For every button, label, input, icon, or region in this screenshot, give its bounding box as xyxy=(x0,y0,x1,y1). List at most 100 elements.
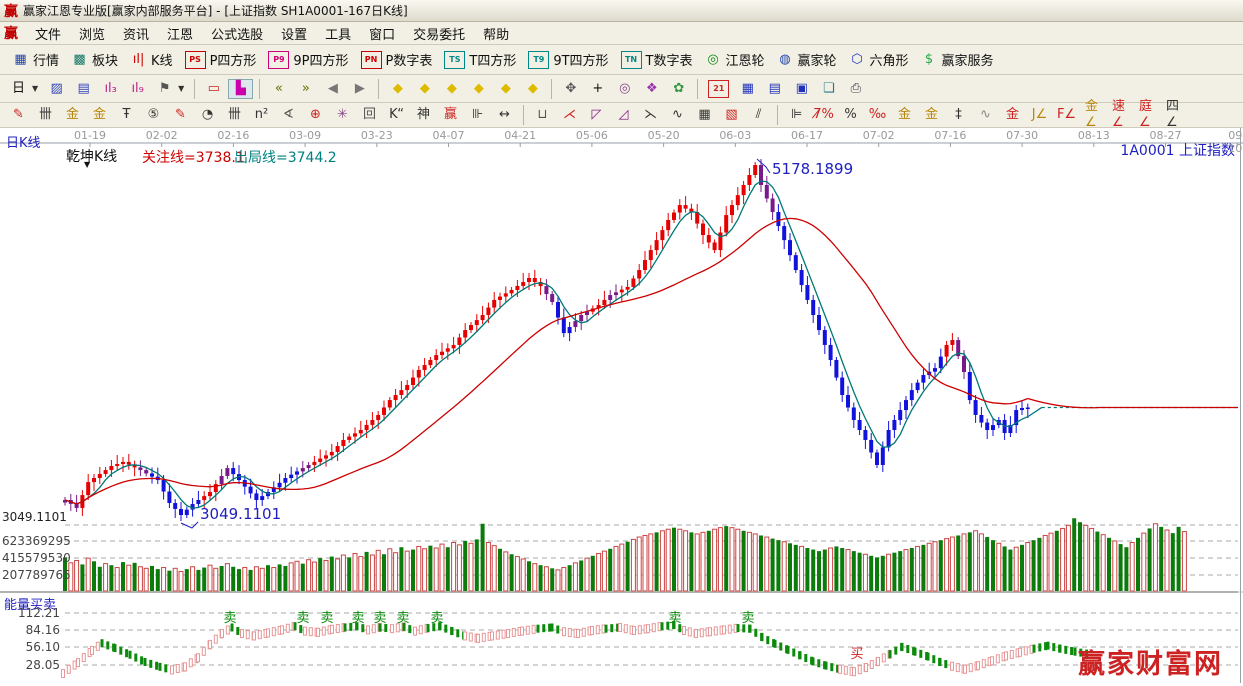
menu-item-file[interactable]: 文件 xyxy=(35,27,62,43)
toolbar-button-ting-angle[interactable]: 庭∠ xyxy=(1135,99,1160,130)
toolbar-button-calculator[interactable]: ▦ xyxy=(735,79,760,99)
toolbar-button-f-tool[interactable]: Ŧ xyxy=(114,105,139,125)
toolbar-button-gauge[interactable]: ⊫ xyxy=(784,105,809,125)
toolbar-button-grid-lines[interactable]: 卌 xyxy=(33,105,58,125)
toolbar-button-tool-purple[interactable]: ❖ xyxy=(639,79,664,99)
toolbar-button-notes[interactable]: ▤ xyxy=(762,79,787,99)
toolbar-button-wave-av[interactable]: ∿ xyxy=(973,105,998,125)
toolbar-button-kline[interactable]: ıl| K线 xyxy=(126,48,177,71)
toolbar-button-red-pencil[interactable]: ✎ xyxy=(168,105,193,125)
toolbar-button-slash-lines[interactable]: ⫽ xyxy=(746,105,771,125)
toolbar-button-gold-angle[interactable]: 金∠ xyxy=(1081,99,1106,130)
toolbar-button-fan-lines[interactable]: ⋋ xyxy=(638,105,663,125)
toolbar-button-grid-box-2[interactable]: ▧ xyxy=(719,105,744,125)
toolbar-button-diamond-tool-4[interactable]: ◆ xyxy=(466,79,491,99)
toolbar-button-net-grid[interactable]: ▨ xyxy=(44,79,69,99)
toolbar-button-diamond-tool-6[interactable]: ◆ xyxy=(520,79,545,99)
toolbar-button-f-angle[interactable]: F∠ xyxy=(1054,105,1079,125)
toolbar-button-gold-red[interactable]: 金 xyxy=(1000,105,1025,125)
toolbar-button-red-frame[interactable]: ▭ xyxy=(201,79,226,99)
toolbar-button-circle-cross[interactable]: ⊕ xyxy=(303,105,328,125)
toolbar-button-speed-angle[interactable]: 速∠ xyxy=(1108,99,1133,130)
toolbar-button-corner-box[interactable]: ⊔ xyxy=(530,105,555,125)
toolbar-button-j-angle[interactable]: J∠ xyxy=(1027,105,1052,125)
toolbar-button-export-globe[interactable]: ❏ xyxy=(816,79,841,99)
toolbar-button-star-burst[interactable]: ✳ xyxy=(330,105,355,125)
toolbar-button-gold-seal-1[interactable]: 金 xyxy=(60,105,85,125)
toolbar-button-shen-grid[interactable]: 神 xyxy=(411,105,436,125)
overlay-label-qiankun-kline[interactable]: 乾坤K线 xyxy=(66,149,118,165)
toolbar-button-hexagon[interactable]: ⬡ 六角形 xyxy=(845,48,913,71)
toolbar-button-wave-check[interactable]: ∿ xyxy=(665,105,690,125)
menu-item-gann[interactable]: 江恩 xyxy=(167,27,194,43)
toolbar-button-nav-last[interactable]: » xyxy=(293,79,318,99)
kline-chart-canvas[interactable]: 卖卖卖卖卖卖卖卖卖买 xyxy=(0,128,1243,683)
toolbar-button-nav-first[interactable]: « xyxy=(266,79,291,99)
toolbar-button-nav-prev[interactable]: ◀ xyxy=(320,79,345,99)
toolbar-button-red-fan[interactable]: ⋌ xyxy=(557,105,582,125)
toolbar-button-k-mark[interactable]: K“ xyxy=(384,105,409,125)
toolbar-button-diamond-tool-5[interactable]: ◆ xyxy=(493,79,518,99)
chart-area[interactable]: 卖卖卖卖卖卖卖卖卖买 xyxy=(0,128,1243,683)
toolbar-button-grid-box-1[interactable]: ▦ xyxy=(692,105,717,125)
toolbar-button-p-square[interactable]: PS P四方形 xyxy=(181,48,261,71)
toolbar-button-p-number-table[interactable]: PN P数字表 xyxy=(357,48,437,71)
toolbar-button-nav-next[interactable]: ▶ xyxy=(347,79,372,99)
overlay-dropdown-icon[interactable]: ▼ xyxy=(84,160,91,169)
toolbar-button-n-squared[interactable]: n² xyxy=(249,105,274,125)
toolbar-button-diamond-tool-3[interactable]: ◆ xyxy=(439,79,464,99)
toolbar-button-kline-3[interactable]: ıl₃ xyxy=(98,79,123,99)
menu-item-window[interactable]: 窗口 xyxy=(369,27,396,43)
toolbar-button-printer[interactable]: ⎙ xyxy=(843,79,868,99)
toolbar-button-t-number-table[interactable]: TN T数字表 xyxy=(617,48,697,71)
menu-item-browse[interactable]: 浏览 xyxy=(79,27,106,43)
menu-item-trade[interactable]: 交易委托 xyxy=(413,27,466,43)
toolbar-button-gold-circle[interactable]: 金 xyxy=(892,105,917,125)
toolbar-button-diamond-tool-1[interactable]: ◆ xyxy=(385,79,410,99)
toolbar-button-ruler-125[interactable]: ⊪ xyxy=(465,105,490,125)
menu-item-settings[interactable]: 设置 xyxy=(281,27,308,43)
menu-item-tools[interactable]: 工具 xyxy=(325,27,352,43)
toolbar-button-color-chart[interactable]: ▙ xyxy=(228,78,254,99)
toolbar-button-winner-wheel[interactable]: ◍ 赢家轮 xyxy=(773,48,841,71)
toolbar-button-winner-service[interactable]: $ 赢家服务 xyxy=(917,48,998,71)
toolbar-button-ying-tool[interactable]: 赢 xyxy=(438,105,463,125)
toolbar-button-diamond-tool-2[interactable]: ◆ xyxy=(412,79,437,99)
toolbar-button-time-circle[interactable]: ◔ xyxy=(195,105,220,125)
toolbar-button-period-day[interactable]: 日 ▼ xyxy=(6,79,42,99)
toolbar-button-t-square[interactable]: TS T四方形 xyxy=(440,48,520,71)
toolbar-button-save-disk[interactable]: ▣ xyxy=(789,79,814,99)
toolbar-button-spiral-box[interactable]: 回 xyxy=(357,105,382,125)
toolbar-button-si-angle[interactable]: 四∠ xyxy=(1162,99,1187,130)
toolbar-button-gann-wheel[interactable]: ◎ 江恩轮 xyxy=(701,48,769,71)
menu-item-help[interactable]: 帮助 xyxy=(483,27,510,43)
toolbar-button-percent[interactable]: % xyxy=(838,105,863,125)
toolbar-button-kline-9[interactable]: ıl₉ xyxy=(125,79,150,99)
toolbar-button-percent-line[interactable]: ‰ xyxy=(865,105,890,125)
toolbar-button-info-doc[interactable]: ▤ xyxy=(71,79,96,99)
toolbar-button-angle-tool[interactable]: ∢ xyxy=(276,105,301,125)
toolbar-button-tool-green[interactable]: ✿ xyxy=(666,79,691,99)
t-square-icon: TS xyxy=(444,50,466,69)
toolbar-button-flag-marker[interactable]: ⚑ ▼ xyxy=(152,79,188,99)
toolbar-button-calendar-21[interactable]: 21 xyxy=(704,78,733,100)
toolbar-button-spiral-5[interactable]: ⑤ xyxy=(141,105,166,125)
toolbar-button-h-arrows[interactable]: ↔ xyxy=(492,105,517,125)
menu-item-news[interactable]: 资讯 xyxy=(123,27,150,43)
toolbar-button-percent-7[interactable]: 7̸% xyxy=(811,105,836,125)
toolbar-button-hand-pan[interactable]: ✥ xyxy=(558,79,583,99)
toolbar-button-fan-box-1[interactable]: ◸ xyxy=(584,105,609,125)
toolbar-button-pencil[interactable]: ✎ xyxy=(6,105,31,125)
toolbar-button-9t-square[interactable]: T9 9T四方形 xyxy=(524,48,612,71)
toolbar-button-grid-4[interactable]: 卌 xyxy=(222,105,247,125)
toolbar-button-pen-scale[interactable]: ‡ xyxy=(946,105,971,125)
toolbar-button-gold-seal-2[interactable]: 金 xyxy=(87,105,112,125)
toolbar-button-crosshair[interactable]: + xyxy=(585,79,610,99)
toolbar-button-fan-box-2[interactable]: ◿ xyxy=(611,105,636,125)
toolbar-button-quotes[interactable]: ▦ 行情 xyxy=(8,48,63,71)
toolbar-button-9p-square[interactable]: P9 9P四方形 xyxy=(264,48,352,71)
toolbar-button-sectors[interactable]: ▩ 板块 xyxy=(67,48,122,71)
toolbar-button-gold-bar[interactable]: 金 xyxy=(919,105,944,125)
menu-item-formula-picker[interactable]: 公式选股 xyxy=(211,27,264,43)
toolbar-button-zoom-tool[interactable]: ◎ xyxy=(612,79,637,99)
